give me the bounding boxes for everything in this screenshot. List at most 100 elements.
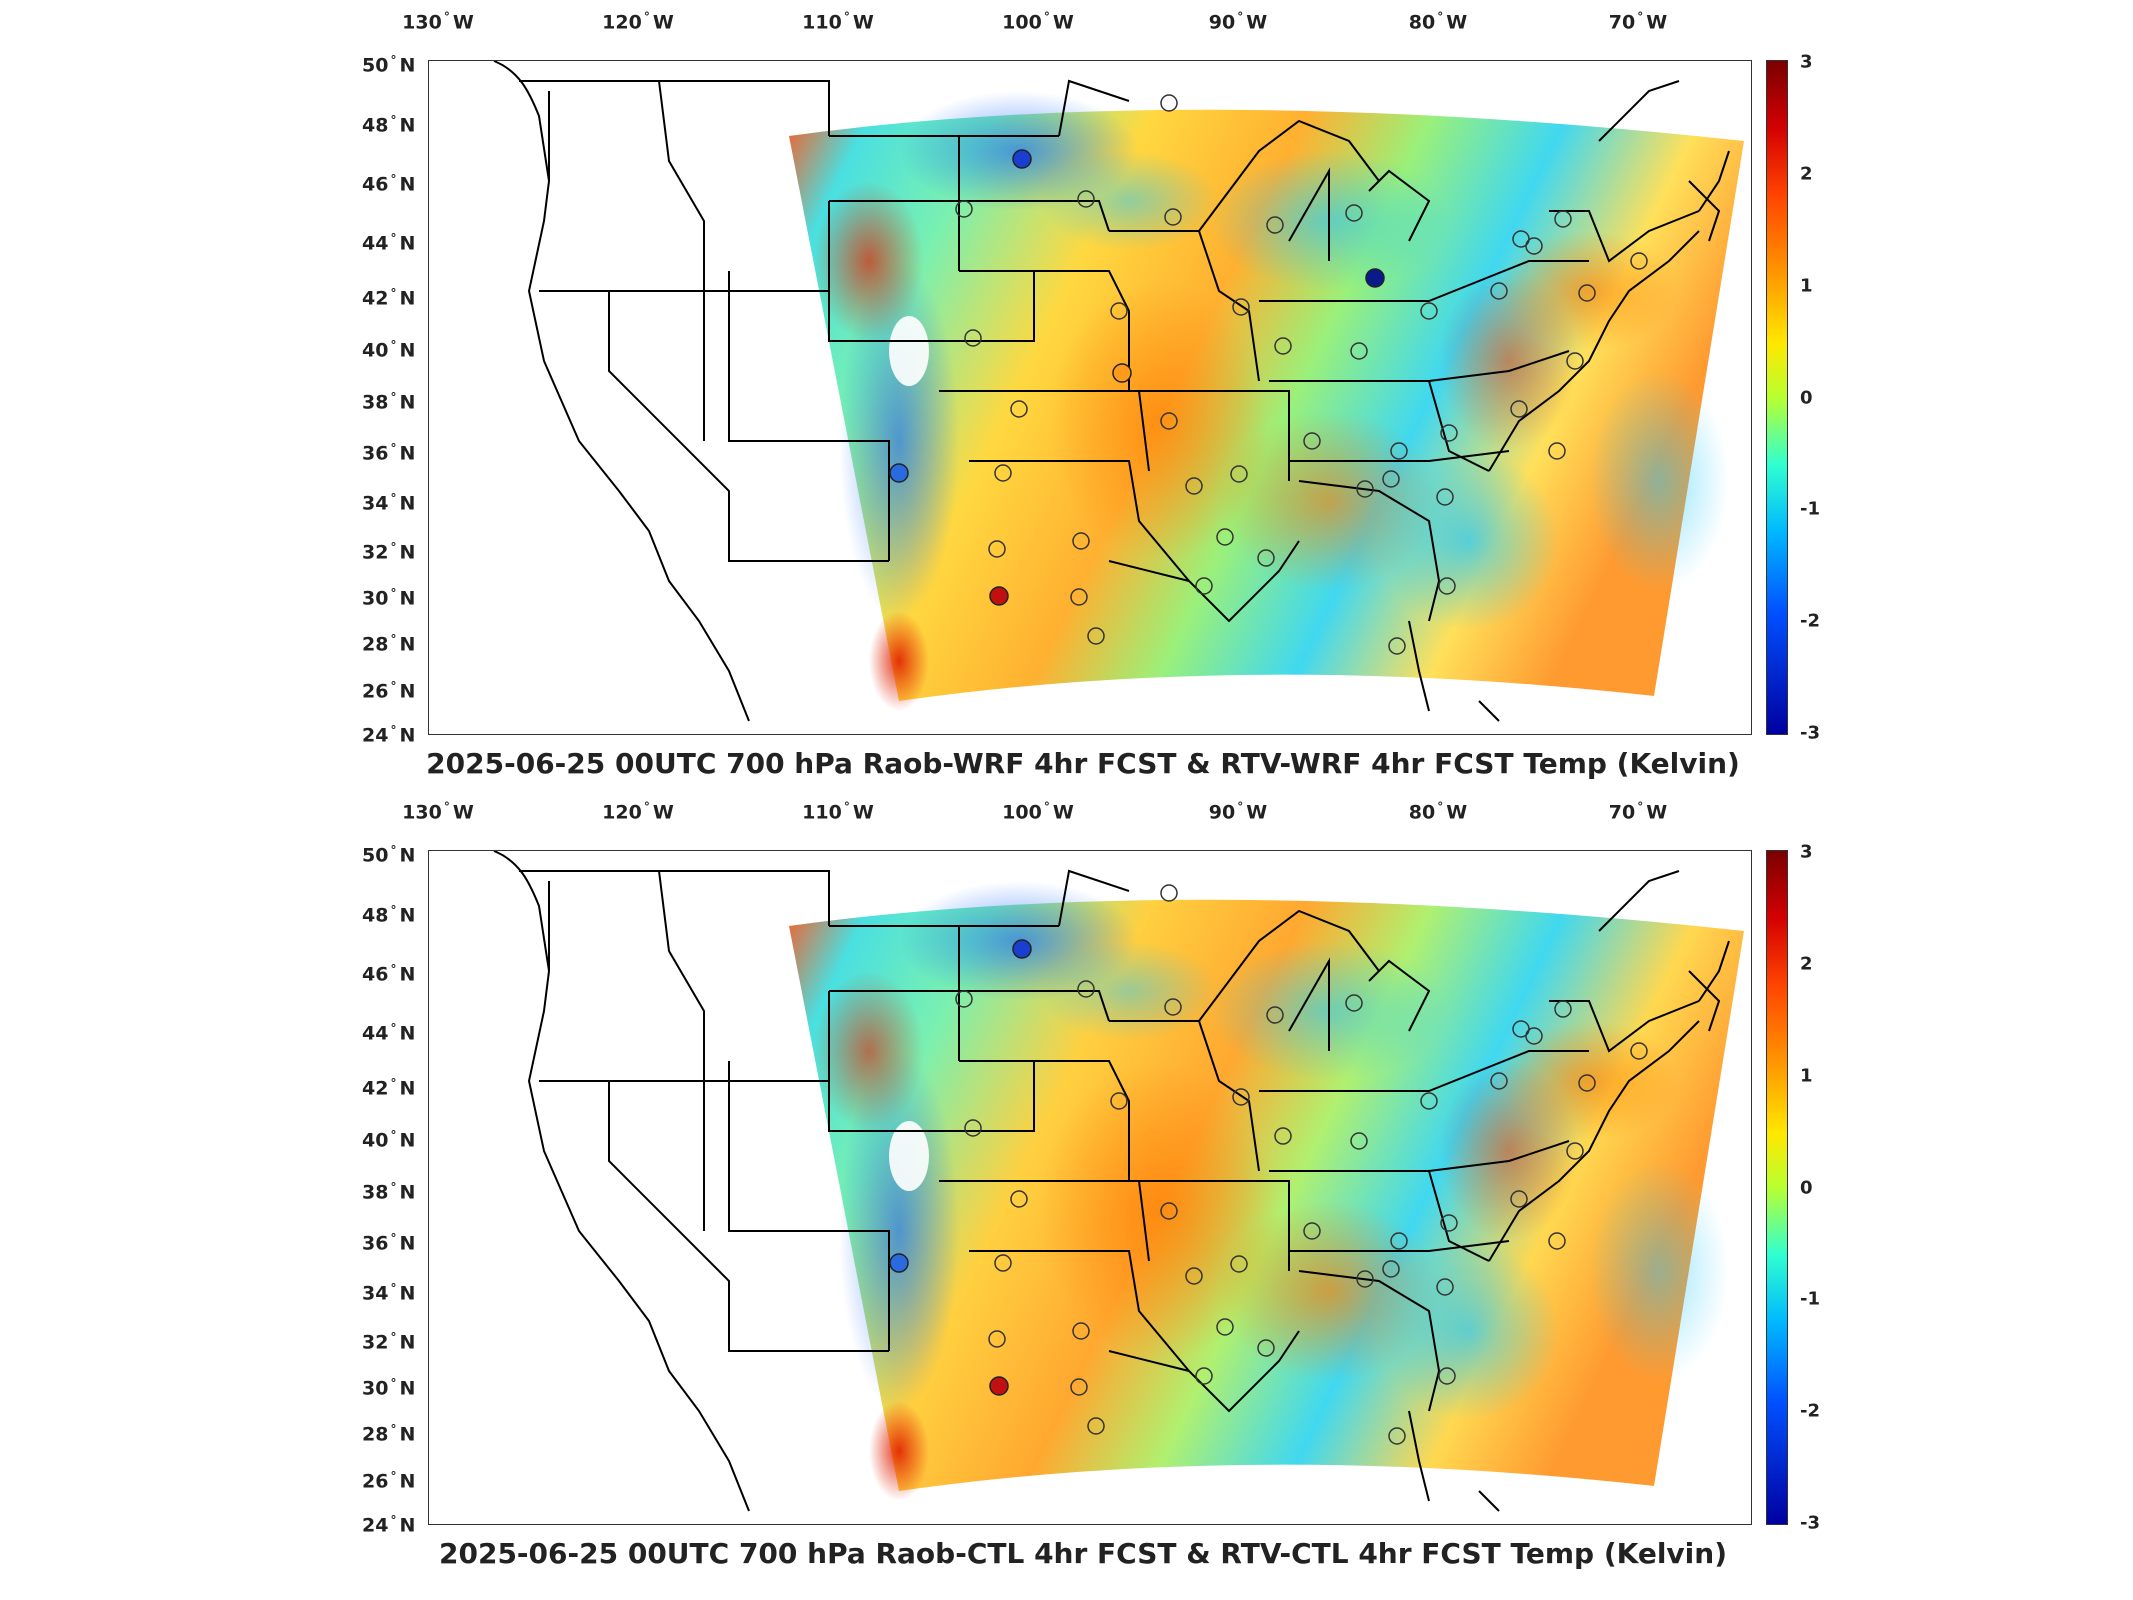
latitude-degree: 42 [362, 287, 389, 310]
colorbar-tick-label: -1 [1800, 1288, 1820, 1310]
longitude-degree: 130 [402, 801, 442, 824]
longitude-degree: 110 [802, 11, 842, 34]
latitude-label: 32 ° N [362, 1330, 415, 1353]
latitude-hemisphere: N [399, 391, 416, 414]
longitude-hemisphere: W [1052, 801, 1074, 824]
latitude-degree: 42 [362, 1077, 389, 1100]
latitude-degree: 50 [362, 844, 389, 867]
latitude-hemisphere: N [399, 1377, 416, 1400]
latitude-degree: 30 [362, 587, 389, 610]
latitude-label: 44 ° N [362, 231, 415, 254]
degree-symbol: ° [390, 632, 397, 647]
latitude-label: 32 ° N [362, 540, 415, 563]
latitude-label: 42 ° N [362, 1076, 415, 1099]
longitude-hemisphere: W [852, 11, 874, 34]
map-frame [428, 850, 1752, 1525]
longitude-degree: 120 [602, 801, 642, 824]
degree-symbol: ° [1237, 10, 1244, 24]
latitude-hemisphere: N [399, 1232, 416, 1255]
longitude-hemisphere: W [452, 11, 474, 34]
colorbar-tick-label: -2 [1800, 610, 1820, 632]
longitude-label: 130 ° W [402, 10, 474, 33]
latitude-degree: 28 [362, 1423, 389, 1446]
degree-symbol: ° [390, 962, 397, 977]
colorbar-tick-label: 3 [1800, 841, 1813, 863]
latitude-hemisphere: N [399, 492, 416, 515]
longitude-degree: 100 [1002, 11, 1042, 34]
longitude-label: 100 ° W [1002, 10, 1074, 33]
colorbar-tick-label: 1 [1800, 275, 1813, 297]
latitude-label: 26 ° N [362, 1469, 415, 1492]
station-marker-filled [989, 1376, 1009, 1396]
degree-symbol: ° [1437, 800, 1444, 814]
longitude-hemisphere: W [1446, 801, 1468, 824]
degree-symbol: ° [390, 540, 397, 555]
degree-symbol: ° [1437, 10, 1444, 24]
degree-symbol: ° [843, 10, 850, 24]
degree-symbol: ° [390, 1076, 397, 1091]
colorbar-tick-label: 0 [1800, 1177, 1813, 1198]
latitude-label: 42 ° N [362, 286, 415, 309]
latitude-degree: 26 [362, 680, 389, 703]
latitude-degree: 40 [362, 339, 389, 362]
degree-symbol: ° [390, 1330, 397, 1345]
panel-title: 2025-06-25 00UTC 700 hPa Raob-WRF 4hr FC… [426, 747, 1740, 780]
longitude-degree: 100 [1002, 801, 1042, 824]
longitude-label: 90 ° W [1209, 800, 1267, 823]
degree-symbol: ° [390, 903, 397, 918]
latitude-label: 26 ° N [362, 679, 415, 702]
latitude-label: 44 ° N [362, 1021, 415, 1044]
boundaries [493, 61, 1730, 722]
degree-symbol: ° [390, 441, 397, 456]
colorbar-tick-label: -2 [1800, 1400, 1820, 1422]
longitude-label: 70 ° W [1609, 10, 1667, 33]
station-marker-filled [1012, 149, 1032, 169]
latitude-degree: 46 [362, 173, 389, 196]
latitude-degree: 48 [362, 904, 389, 927]
longitude-label: 100 ° W [1002, 800, 1074, 823]
longitude-degree: 80 [1408, 11, 1436, 34]
latitude-hemisphere: N [399, 1423, 416, 1446]
degree-symbol: ° [390, 338, 397, 353]
degree-symbol: ° [390, 286, 397, 301]
latitude-hemisphere: N [399, 173, 416, 196]
degree-symbol: ° [390, 53, 397, 68]
latitude-label: 48 ° N [362, 113, 415, 136]
latitude-hemisphere: N [399, 1514, 416, 1537]
degree-symbol: ° [1237, 800, 1244, 814]
station-markers [955, 884, 1648, 1445]
latitude-hemisphere: N [399, 724, 416, 747]
latitude-hemisphere: N [399, 963, 416, 986]
longitude-hemisphere: W [852, 801, 874, 824]
latitude-label: 48 ° N [362, 903, 415, 926]
longitude-label: 120 ° W [602, 800, 674, 823]
longitude-label: 110 ° W [802, 10, 874, 33]
degree-symbol: ° [390, 1128, 397, 1143]
longitude-degree: 120 [602, 11, 642, 34]
degree-symbol: ° [390, 586, 397, 601]
latitude-hemisphere: N [399, 1181, 416, 1204]
latitude-degree: 26 [362, 1470, 389, 1493]
latitude-degree: 38 [362, 391, 389, 414]
latitude-label: 28 ° N [362, 632, 415, 655]
longitude-label: 120 ° W [602, 10, 674, 33]
degree-symbol: ° [643, 10, 650, 24]
colorbar-tick-label: 0 [1800, 387, 1813, 408]
latitude-hemisphere: N [399, 1331, 416, 1354]
degree-symbol: ° [390, 1513, 397, 1528]
longitude-degree: 80 [1408, 801, 1436, 824]
longitude-hemisphere: W [1646, 11, 1668, 34]
panel-title: 2025-06-25 00UTC 700 hPa Raob-CTL 4hr FC… [438, 1537, 1728, 1570]
longitude-degree: 110 [802, 801, 842, 824]
station-marker-filled [1112, 363, 1132, 383]
colorbar-tick-label: -3 [1800, 722, 1820, 744]
degree-symbol: ° [390, 1180, 397, 1195]
latitude-label: 28 ° N [362, 1422, 415, 1445]
latitude-degree: 36 [362, 442, 389, 465]
latitude-degree: 30 [362, 1377, 389, 1400]
degree-symbol: ° [843, 800, 850, 814]
latitude-degree: 46 [362, 963, 389, 986]
latitude-degree: 48 [362, 114, 389, 137]
latitude-degree: 24 [362, 1514, 389, 1537]
map-panel-top: 130 ° W 120 ° W 110 ° W 100 ° W 90 ° W 80 ° W 70 ° W 50 ° N 48 °… [0, 0, 2133, 790]
